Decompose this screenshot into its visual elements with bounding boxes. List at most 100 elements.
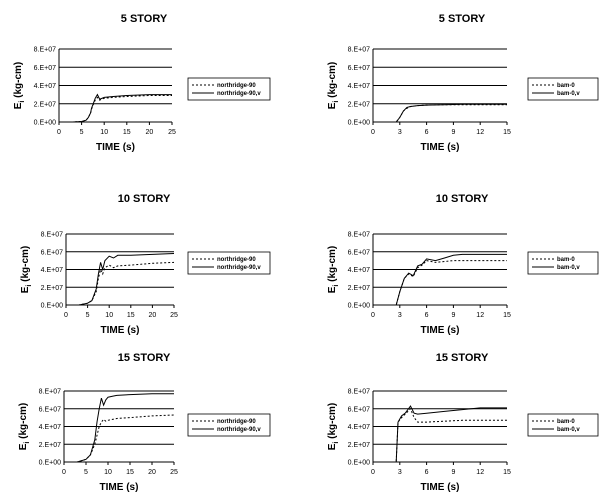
series-line: [66, 253, 175, 306]
x-axis-label: TIME (s): [96, 142, 135, 153]
y-tick-label: 2.E+07: [348, 442, 370, 449]
x-tick-label: 12: [476, 312, 484, 319]
legend-box: [187, 413, 271, 437]
x-tick-label: 15: [503, 129, 511, 136]
y-tick-label: 0.E+00: [348, 120, 370, 127]
legend-label: bam-0: [557, 257, 575, 263]
x-tick-label: 6: [425, 469, 429, 476]
x-tick-label: 3: [398, 469, 402, 476]
x-tick-label: 5: [80, 129, 84, 136]
y-axis-label: Ei (kg-cm): [13, 62, 26, 110]
chart-title: 10 STORY: [436, 193, 489, 205]
x-tick-label: 15: [503, 312, 511, 319]
chart-title: 5 STORY: [121, 13, 168, 25]
legend-box: [527, 413, 599, 437]
legend-label: northridge-90,v: [217, 91, 261, 97]
y-tick-label: 0.E+00: [39, 460, 61, 467]
x-tick-label: 3: [398, 312, 402, 319]
x-tick-label: 20: [148, 469, 156, 476]
chart-panel: 15 STORY 0.E+00 2.E+07 4.E+07 6.E+07 8.E+07 0 3…: [327, 352, 599, 493]
series-line: [59, 93, 172, 123]
x-tick-label: 10: [104, 469, 112, 476]
y-tick-label: 8.E+07: [39, 389, 61, 396]
x-tick-label: 12: [476, 129, 484, 136]
y-axis-label: Ei (kg-cm): [327, 246, 340, 294]
series-line: [373, 407, 507, 463]
x-tick-label: 15: [503, 469, 511, 476]
legend-box: [527, 77, 599, 101]
y-tick-label: 8.E+07: [348, 389, 370, 396]
legend: northridge-90 northridge-90,v: [187, 251, 271, 275]
y-tick-label: 8.E+07: [348, 47, 370, 54]
y-tick-label: 6.E+07: [348, 406, 370, 413]
y-tick-label: 8.E+07: [41, 232, 63, 239]
legend-label: northridge-90,v: [217, 427, 261, 433]
chart-title: 5 STORY: [439, 13, 486, 25]
x-tick-label: 5: [86, 312, 90, 319]
x-tick-label: 10: [105, 312, 113, 319]
legend-label: bam-0: [557, 83, 575, 89]
x-tick-label: 20: [146, 129, 154, 136]
y-tick-label: 6.E+07: [348, 249, 370, 256]
series-line: [373, 260, 507, 306]
x-tick-label: 25: [170, 469, 178, 476]
series-line: [373, 405, 507, 463]
chart-title: 10 STORY: [118, 193, 171, 205]
chart-panel: 5 STORY 0.E+00 2.E+07 4.E+07 6.E+07 8.E+07 0 3 6…: [327, 13, 599, 153]
x-tick-label: 5: [84, 469, 88, 476]
y-tick-label: 4.E+07: [348, 267, 370, 274]
x-tick-label: 6: [425, 312, 429, 319]
y-tick-label: 8.E+07: [348, 232, 370, 239]
y-axis-label: Ei (kg-cm): [18, 403, 31, 451]
legend: bam-0 bam-0,v: [527, 413, 599, 437]
y-tick-label: 4.E+07: [348, 424, 370, 431]
series-line: [64, 393, 174, 463]
series-line: [373, 103, 507, 123]
x-tick-label: 9: [451, 312, 455, 319]
y-tick-label: 6.E+07: [34, 65, 56, 72]
x-axis-label: TIME (s): [101, 325, 140, 336]
y-tick-label: 0.E+00: [34, 120, 56, 127]
chart-panel: 5 STORY 0.E+00 2.E+07 4.E+07 6.E+07 8.E+07 0 5 1…: [13, 13, 271, 153]
x-tick-label: 15: [127, 312, 135, 319]
legend-label: northridge-90,v: [217, 265, 261, 271]
x-tick-label: 9: [451, 129, 455, 136]
x-axis-label: TIME (s): [421, 325, 460, 336]
chart-panel: 10 STORY 0.E+00 2.E+07 4.E+07 6.E+07 8.E+07 0 3…: [327, 193, 599, 336]
legend: bam-0 bam-0,v: [527, 77, 599, 101]
legend-box: [527, 251, 599, 275]
chart-panel: 15 STORY 0.E+00 2.E+07 4.E+07 6.E+07 8.E+07 0 5…: [18, 352, 271, 493]
y-tick-label: 0.E+00: [348, 303, 370, 310]
x-axis-label: TIME (s): [421, 142, 460, 153]
y-tick-label: 6.E+07: [39, 406, 61, 413]
x-tick-label: 6: [425, 129, 429, 136]
y-axis-label: Ei (kg-cm): [20, 246, 33, 294]
x-axis-label: TIME (s): [421, 482, 460, 493]
x-tick-label: 3: [398, 129, 402, 136]
legend: northridge-90 northridge-90,v: [187, 413, 271, 437]
x-tick-label: 15: [126, 469, 134, 476]
legend-label: bam-0,v: [557, 427, 580, 433]
chart-title: 15 STORY: [118, 352, 171, 364]
x-tick-label: 10: [100, 129, 108, 136]
legend: bam-0 bam-0,v: [527, 251, 599, 275]
y-tick-label: 8.E+07: [34, 47, 56, 54]
y-tick-label: 6.E+07: [348, 65, 370, 72]
y-tick-label: 4.E+07: [39, 424, 61, 431]
y-tick-label: 2.E+07: [348, 101, 370, 108]
y-tick-label: 4.E+07: [41, 267, 63, 274]
y-axis-label: Ei (kg-cm): [327, 403, 340, 451]
x-tick-label: 20: [149, 312, 157, 319]
x-tick-label: 0: [371, 469, 375, 476]
legend-label: bam-0: [557, 419, 575, 425]
chart-title: 15 STORY: [436, 352, 489, 364]
legend-box: [187, 251, 271, 275]
x-tick-label: 0: [64, 312, 68, 319]
legend-label: bam-0,v: [557, 91, 580, 97]
y-axis-label: Ei (kg-cm): [327, 62, 340, 110]
x-tick-label: 25: [168, 129, 176, 136]
legend-label: bam-0,v: [557, 265, 580, 271]
x-tick-label: 0: [57, 129, 61, 136]
legend: northridge-90 northridge-90,v: [187, 77, 271, 101]
x-tick-label: 25: [170, 312, 178, 319]
